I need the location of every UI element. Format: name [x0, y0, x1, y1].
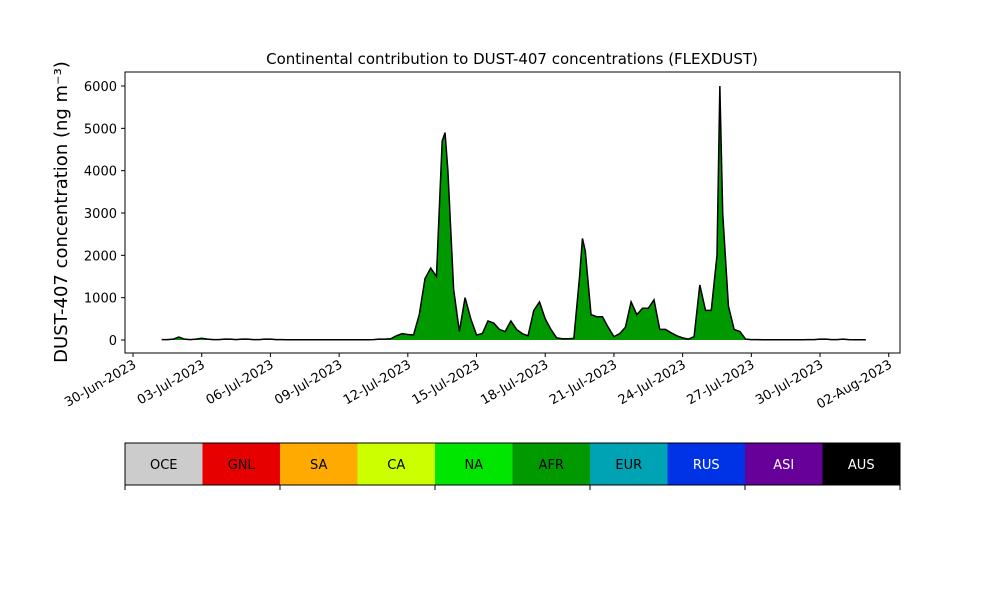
x-tick-label: 06-Jul-2023	[204, 357, 277, 408]
colorbar-cell	[667, 443, 745, 485]
colorbar-cell	[822, 443, 900, 485]
colorbar-cell	[357, 443, 435, 485]
y-tick-label: 4000	[84, 165, 117, 180]
colorbar-cell	[435, 443, 513, 485]
y-tick-label: 5000	[84, 122, 117, 137]
colorbar-cell	[280, 443, 358, 485]
colorbar-label: ASI	[773, 458, 794, 473]
area	[161, 86, 866, 341]
x-tick-label: 21-Jul-2023	[547, 357, 620, 408]
colorbar-cell	[125, 443, 203, 485]
colorbar-label: AUS	[848, 458, 875, 473]
colorbar-cell	[202, 443, 280, 485]
colorbar-label: SA	[310, 458, 327, 473]
x-tick-label: 27-Jul-2023	[685, 357, 758, 408]
y-tick-label: 6000	[84, 80, 117, 95]
colorbar-label: GNL	[228, 458, 256, 473]
x-tick-label: 30-Jun-2023	[62, 357, 139, 410]
plot-frame	[124, 71, 901, 354]
colorbar-cell	[590, 443, 668, 485]
x-tick-label: 18-Jul-2023	[478, 357, 551, 408]
y-axis-label: DUST-407 concentration (ng m⁻³)	[51, 61, 72, 363]
x-tick-label: 24-Jul-2023	[616, 357, 689, 408]
y-tick-label: 2000	[84, 249, 117, 264]
colorbar-cell	[745, 443, 823, 485]
colorbar-label: CA	[387, 458, 405, 473]
x-tick-label: 02-Aug-2023	[814, 357, 894, 412]
y-tick-label: 0	[109, 334, 117, 349]
colorbar-label: EUR	[615, 458, 642, 473]
y-tick-label: 3000	[84, 207, 117, 222]
colorbar-label: NA	[464, 458, 483, 473]
colorbar-cell	[512, 443, 590, 485]
y-tick-label: 1000	[84, 292, 117, 307]
colorbar-frame	[124, 442, 901, 486]
x-tick-label: 09-Jul-2023	[272, 357, 345, 408]
colorbar-label: OCE	[150, 458, 178, 473]
x-tick-label: 15-Jul-2023	[410, 357, 483, 408]
colorbar-label: RUS	[693, 458, 720, 473]
total-line	[161, 85, 866, 341]
chart-title: Continental contribution to DUST-407 con…	[266, 50, 758, 68]
colorbar-label: AFR	[539, 458, 564, 473]
x-tick-label: 12-Jul-2023	[341, 357, 414, 408]
x-tick-label: 03-Jul-2023	[135, 357, 208, 408]
